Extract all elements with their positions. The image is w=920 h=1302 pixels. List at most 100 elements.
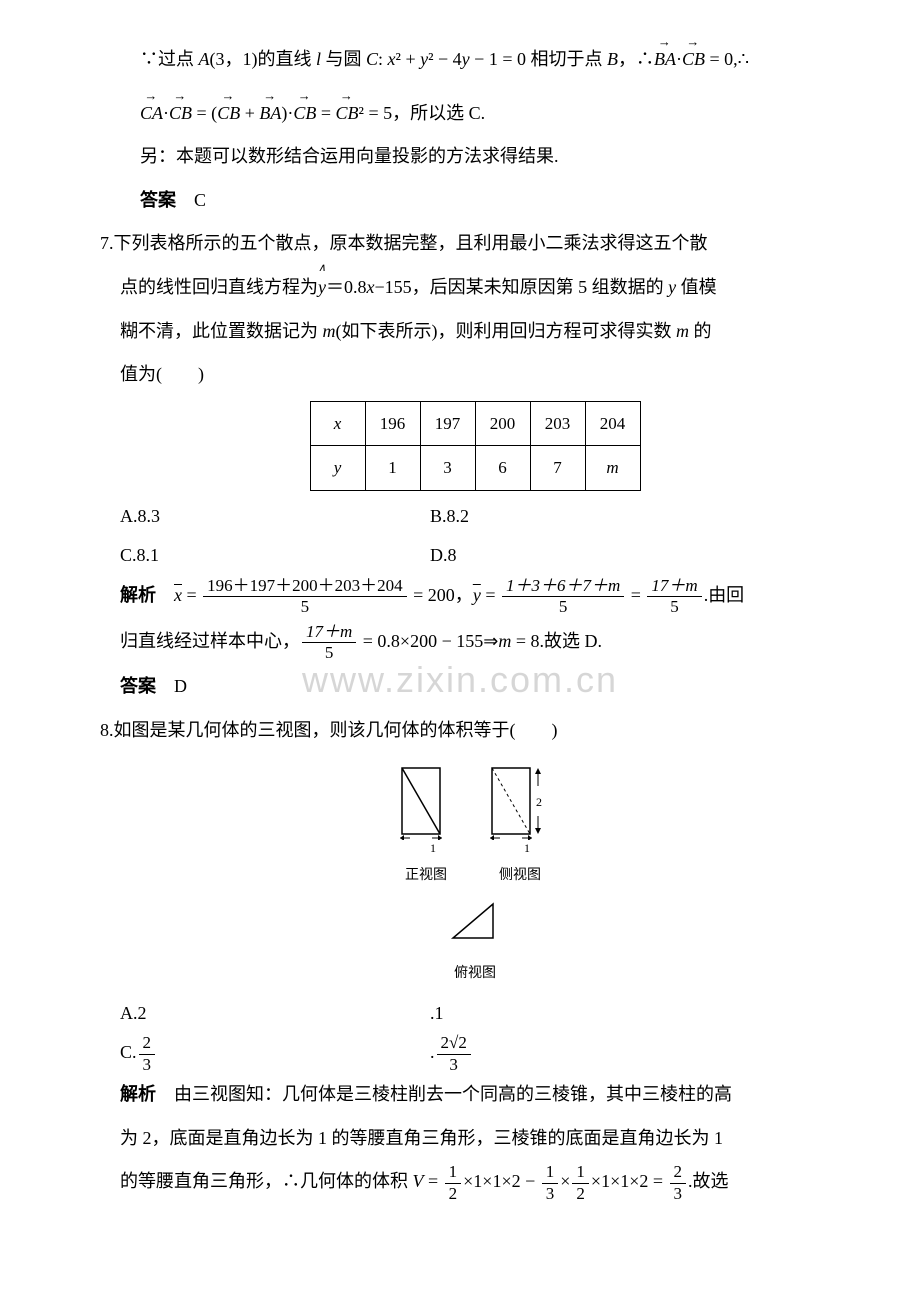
header-x: x	[310, 401, 365, 445]
var-y: y	[420, 49, 428, 69]
vec-BA: BA	[259, 94, 281, 134]
text: = 0,∴	[705, 49, 749, 69]
explanation-line-3: 另：本题可以数形结合运用向量投影的方法求得结果.	[100, 137, 850, 177]
answer-line: 答案 C	[100, 181, 850, 221]
text: .故选	[688, 1171, 729, 1191]
answer-label: 答案	[140, 190, 176, 210]
explanation-line-1: ∵过点 A(3，1)的直线 l 与圆 C: x² + y² − 4y − 1 =…	[100, 40, 850, 80]
den: 5	[502, 597, 624, 617]
q7-line2: 点的线性回归直线方程为y＝0.8x−155，后因某未知原因第 5 组数据的 y …	[100, 268, 850, 308]
opt8-b: .1	[430, 994, 850, 1034]
text: = 200，	[409, 585, 473, 605]
text: (3，1)的直线	[210, 49, 317, 69]
num: 1	[542, 1162, 559, 1183]
text: −155，后因某未知原因第 5 组数据的	[375, 277, 669, 297]
option-d: D.8	[430, 536, 850, 576]
den: 5	[302, 643, 356, 663]
text: ＝0.8	[326, 277, 367, 297]
q-num: 7.	[100, 233, 114, 253]
ybar: y	[473, 585, 481, 605]
den: 2	[572, 1184, 589, 1204]
three-views: 1 正视图 2 1 侧视图	[100, 762, 850, 989]
den: 3	[437, 1055, 471, 1075]
var-y: y	[668, 277, 676, 297]
var-m: m	[323, 321, 336, 341]
jiexi-label: 解析	[120, 1084, 156, 1104]
vec-CB: CB	[336, 94, 359, 134]
text: =	[316, 103, 335, 123]
front-view: 1 正视图	[396, 762, 456, 892]
text: 与圆	[321, 49, 366, 69]
text: 的	[689, 321, 712, 341]
cell: 204	[585, 401, 640, 445]
var-A: A	[199, 49, 210, 69]
num: 1	[572, 1162, 589, 1183]
answer-value: C	[194, 190, 206, 210]
den: 2	[445, 1184, 462, 1204]
den: 3	[542, 1184, 559, 1204]
opt8-a: A.2	[120, 994, 430, 1034]
cell-m: m	[585, 446, 640, 490]
text: = 8.故选 D.	[511, 631, 602, 651]
frac: 2√23	[437, 1033, 471, 1075]
y-hat: y	[318, 268, 326, 308]
cell: 203	[530, 401, 585, 445]
text: 下列表格所示的五个散点，原本数据完整，且利用最小二乘法求得这五个散	[114, 233, 708, 253]
text: 的等腰直角三角形，∴几何体的体积	[120, 1171, 413, 1191]
frac-res: 23	[670, 1162, 687, 1204]
den: 3	[670, 1184, 687, 1204]
table-row: x 196 197 200 203 204	[310, 401, 640, 445]
text: 糊不清，此位置数据记为	[120, 321, 323, 341]
caption-front: 正视图	[396, 861, 456, 892]
frac-half: 12	[445, 1162, 462, 1204]
var-C: C	[366, 49, 378, 69]
jx8-line1: 解析 由三视图知：几何体是三棱柱削去一个同高的三棱锥，其中三棱柱的高	[100, 1075, 850, 1115]
q7-line3: 糊不清，此位置数据记为 m(如下表所示)，则利用回归方程可求得实数 m 的	[100, 312, 850, 352]
var-x: x	[388, 49, 396, 69]
text: 如图是某几何体的三视图，则该几何体的体积等于( )	[114, 720, 558, 740]
jiexi-line1: 解析 x = 196＋197＋200＋203＋2045 = 200，y = 1＋…	[100, 576, 850, 618]
eq: =	[424, 1171, 443, 1191]
num: 1＋3＋6＋7＋m	[502, 576, 624, 597]
text: ×1×1×2 =	[591, 1171, 668, 1191]
opt8-d: .2√23	[430, 1033, 850, 1075]
answer-line: 答案 D	[100, 667, 850, 707]
option-b: B.8.2	[430, 497, 850, 537]
jx8-line3: 的等腰直角三角形，∴几何体的体积 V = 12×1×1×2 − 13×12×1×…	[100, 1162, 850, 1204]
label: C.	[120, 1042, 137, 1062]
xbar: x	[174, 585, 182, 605]
q7-line4: 值为( )	[100, 355, 850, 395]
frac3: 17＋m5	[647, 576, 701, 618]
frac1: 196＋197＋200＋203＋2045	[203, 576, 407, 618]
var-V: V	[413, 1171, 424, 1191]
den: 3	[139, 1055, 156, 1075]
var-y: y	[462, 49, 470, 69]
cell: 196	[365, 401, 420, 445]
num: 1	[445, 1162, 462, 1183]
eq: =	[481, 585, 500, 605]
eq: =	[626, 585, 645, 605]
vec-CB: CB	[217, 94, 240, 134]
explanation-line-2: CA·CB = (CB + BA)·CB = CB² = 5，所以选 C.	[100, 94, 850, 134]
text: = 0.8×200 − 155⇒	[358, 631, 498, 651]
dim-1: 1	[524, 841, 530, 855]
text: ² +	[396, 49, 421, 69]
dim-1: 1	[430, 841, 436, 855]
text: ² = 5，所以选 C.	[359, 103, 486, 123]
text: )·	[281, 103, 293, 123]
frac: 23	[139, 1033, 156, 1075]
num: 17＋m	[302, 622, 356, 643]
caption-side: 侧视图	[486, 861, 554, 892]
eq: =	[182, 585, 201, 605]
num: 196＋197＋200＋203＋204	[203, 576, 407, 597]
text: − 1 = 0 相切于点	[470, 49, 607, 69]
frac-third: 13	[542, 1162, 559, 1204]
jiexi-line2: 归直线经过样本中心，17＋m5 = 0.8×200 − 155⇒m = 8.故选…	[100, 622, 850, 664]
vec-CB: CB	[169, 94, 192, 134]
cell: 7	[530, 446, 585, 490]
num: 2	[139, 1033, 156, 1054]
side-view: 2 1 侧视图	[486, 762, 554, 892]
vec-CA: CA	[140, 94, 163, 134]
den: 5	[203, 597, 407, 617]
label: .	[430, 1042, 435, 1062]
